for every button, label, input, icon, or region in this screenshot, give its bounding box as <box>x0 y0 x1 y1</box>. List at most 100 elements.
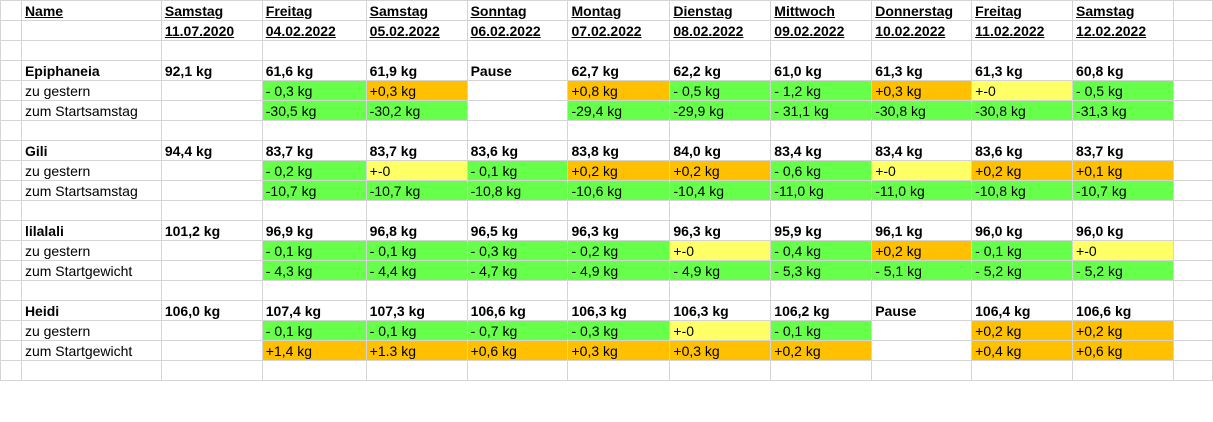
empty-cell[interactable] <box>770 280 873 301</box>
empty-cell[interactable] <box>20 120 162 141</box>
total-cell[interactable]: -11,0 kg <box>871 180 973 201</box>
empty-cell[interactable] <box>160 280 263 301</box>
row-stub[interactable] <box>0 340 22 361</box>
total-cell[interactable]: +0,3 kg <box>669 340 772 361</box>
weight-cell[interactable]: 92,1 kg <box>160 60 263 81</box>
empty-cell[interactable] <box>871 280 973 301</box>
total-cell[interactable]: +0,6 kg <box>466 340 569 361</box>
total-cell[interactable]: - 5,2 kg <box>1072 260 1174 281</box>
weight-cell[interactable]: 60,8 kg <box>1072 60 1174 81</box>
empty-cell[interactable] <box>669 120 772 141</box>
diff-cell[interactable]: +-0 <box>1072 240 1174 261</box>
diff-cell[interactable] <box>466 80 569 101</box>
total-cell[interactable]: +0,2 kg <box>770 340 873 361</box>
total-label[interactable]: zum Startgewicht <box>20 260 162 281</box>
diff-cell[interactable]: +-0 <box>669 320 772 341</box>
empty-cell[interactable] <box>1172 80 1213 101</box>
day-header[interactable]: Mittwoch <box>770 0 873 21</box>
weight-cell[interactable]: 62,2 kg <box>669 60 772 81</box>
empty-cell[interactable] <box>20 280 162 301</box>
empty-cell[interactable] <box>365 280 468 301</box>
total-cell[interactable]: -10,4 kg <box>669 180 772 201</box>
person-name[interactable]: Heidi <box>20 300 162 321</box>
diff-cell[interactable]: - 0,1 kg <box>365 320 468 341</box>
empty-cell[interactable] <box>971 280 1074 301</box>
diff-label[interactable]: zu gestern <box>20 80 162 101</box>
empty-cell[interactable] <box>261 200 367 221</box>
total-cell[interactable] <box>160 260 263 281</box>
total-cell[interactable]: - 5,3 kg <box>770 260 873 281</box>
date-header[interactable]: 08.02.2022 <box>669 20 772 41</box>
diff-cell[interactable]: - 0,2 kg <box>567 240 671 261</box>
person-name[interactable]: Gili <box>20 140 162 161</box>
empty-cell[interactable] <box>1172 280 1213 301</box>
diff-cell[interactable]: - 0,1 kg <box>261 240 367 261</box>
total-cell[interactable]: -29,9 kg <box>669 100 772 121</box>
empty-cell[interactable] <box>160 360 263 381</box>
empty-cell[interactable] <box>160 40 263 61</box>
weight-cell[interactable]: 83,4 kg <box>871 140 973 161</box>
row-stub[interactable] <box>0 80 22 101</box>
total-cell[interactable]: -30,8 kg <box>971 100 1074 121</box>
empty-cell[interactable] <box>1172 100 1213 121</box>
total-cell[interactable]: - 4,9 kg <box>567 260 671 281</box>
weight-cell[interactable]: 83,6 kg <box>971 140 1074 161</box>
empty-cell[interactable] <box>261 280 367 301</box>
diff-cell[interactable] <box>160 320 263 341</box>
empty-cell[interactable] <box>365 40 468 61</box>
empty-cell[interactable] <box>971 200 1074 221</box>
weight-cell[interactable]: 62,7 kg <box>567 60 671 81</box>
empty-cell[interactable] <box>1172 220 1213 241</box>
empty-cell[interactable] <box>1172 160 1213 181</box>
weight-cell[interactable]: 83,6 kg <box>466 140 569 161</box>
empty-cell[interactable] <box>1172 320 1213 341</box>
day-header[interactable]: Freitag <box>971 0 1074 21</box>
total-cell[interactable] <box>160 180 263 201</box>
total-cell[interactable] <box>160 100 263 121</box>
empty-cell[interactable] <box>365 200 468 221</box>
diff-cell[interactable] <box>160 160 263 181</box>
weight-cell[interactable]: 94,4 kg <box>160 140 263 161</box>
empty-cell[interactable] <box>365 120 468 141</box>
total-cell[interactable]: +1,4 kg <box>261 340 367 361</box>
total-cell[interactable]: - 4,3 kg <box>261 260 367 281</box>
diff-cell[interactable]: +-0 <box>871 160 973 181</box>
total-cell[interactable] <box>871 340 973 361</box>
day-header[interactable]: Samstag <box>160 0 263 21</box>
diff-cell[interactable]: - 0,6 kg <box>770 160 873 181</box>
weight-cell[interactable]: Pause <box>871 300 973 321</box>
diff-cell[interactable]: +0,1 kg <box>1072 160 1174 181</box>
total-cell[interactable]: -10,7 kg <box>365 180 468 201</box>
total-cell[interactable]: - 31,1 kg <box>770 100 873 121</box>
empty-cell[interactable] <box>261 360 367 381</box>
weight-cell[interactable]: 106,3 kg <box>669 300 772 321</box>
total-cell[interactable]: +0,3 kg <box>567 340 671 361</box>
weight-cell[interactable]: 106,6 kg <box>466 300 569 321</box>
weight-cell[interactable]: 95,9 kg <box>770 220 873 241</box>
weight-cell[interactable]: 106,6 kg <box>1072 300 1174 321</box>
empty-cell[interactable] <box>1072 360 1174 381</box>
person-name[interactable]: lilalali <box>20 220 162 241</box>
diff-cell[interactable]: - 0,3 kg <box>466 240 569 261</box>
date-header[interactable]: 11.07.2020 <box>160 20 263 41</box>
day-header[interactable]: Donnerstag <box>871 0 973 21</box>
date-header[interactable]: 09.02.2022 <box>770 20 873 41</box>
weight-cell[interactable]: Pause <box>466 60 569 81</box>
total-cell[interactable] <box>160 340 263 361</box>
total-label[interactable]: zum Startsamstag <box>20 180 162 201</box>
empty-cell[interactable] <box>669 360 772 381</box>
empty-cell[interactable] <box>1172 40 1213 61</box>
diff-cell[interactable] <box>160 240 263 261</box>
diff-cell[interactable]: +0,2 kg <box>971 320 1074 341</box>
empty-cell[interactable] <box>20 360 162 381</box>
total-cell[interactable]: +0,4 kg <box>971 340 1074 361</box>
empty-cell[interactable] <box>0 360 22 381</box>
diff-label[interactable]: zu gestern <box>20 240 162 261</box>
diff-cell[interactable]: - 0,7 kg <box>466 320 569 341</box>
date-header[interactable]: 10.02.2022 <box>871 20 973 41</box>
empty-cell[interactable] <box>1172 20 1213 41</box>
weight-cell[interactable]: 96,5 kg <box>466 220 569 241</box>
person-name[interactable]: Epiphaneia <box>20 60 162 81</box>
day-header[interactable]: Sonntag <box>466 0 569 21</box>
diff-cell[interactable]: - 1,2 kg <box>770 80 873 101</box>
